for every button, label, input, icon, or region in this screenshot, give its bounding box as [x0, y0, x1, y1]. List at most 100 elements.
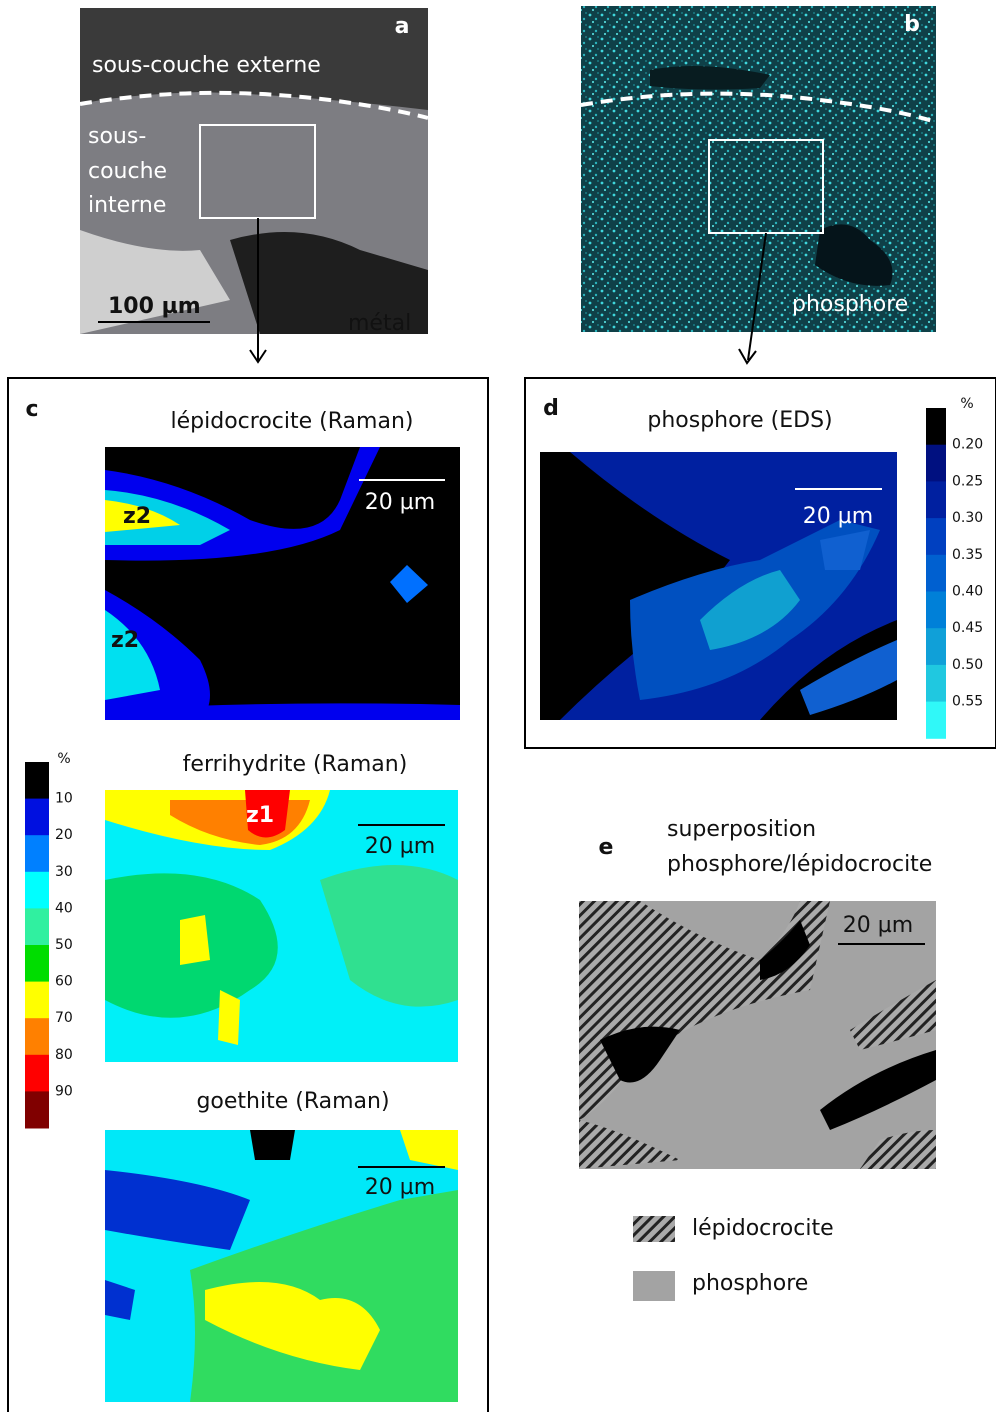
colorbar-tick-label: 0.30: [952, 510, 983, 526]
colorbar-tick-label: 70: [55, 1010, 73, 1026]
map-title: phosphore (EDS): [647, 408, 832, 433]
colorbar-unit: %: [57, 751, 70, 767]
contour: [245, 790, 290, 838]
panel-letter: e: [599, 835, 614, 860]
colorbar-segment: [25, 945, 49, 983]
map-title: ferrihydrite (Raman): [183, 752, 408, 777]
metal-area: [80, 230, 230, 334]
contour: [105, 1280, 135, 1320]
colorbar-tick-label: 0.45: [952, 620, 983, 636]
gap-area: [760, 920, 936, 1130]
outer-layer-area: [80, 8, 428, 110]
dark-area: [230, 232, 428, 334]
colorbar-segment: [25, 762, 49, 800]
colorbar-segment: [926, 408, 946, 446]
panel-d: d phosphore (EDS) 20 µm 0.20 0.25 0.30 0.35…: [524, 377, 996, 749]
frame: [524, 377, 996, 749]
colorbar-segment: [25, 798, 49, 836]
colorbar: 10 20 30 40 50 60 70 80 90: [25, 762, 73, 1129]
contour: [105, 610, 160, 700]
colorbar-tick-label: 60: [55, 974, 73, 990]
colorbar-segment: [25, 981, 49, 1019]
colorbar-tick-label: 40: [55, 900, 73, 916]
interface-line: [580, 91, 937, 124]
label: couche: [88, 159, 167, 184]
colorbar-tick-label: 0.25: [952, 473, 983, 489]
colorbar-segment: [25, 1018, 49, 1056]
dark-area: [815, 224, 893, 286]
contour: [800, 530, 897, 715]
contour: [320, 865, 458, 1007]
map-title: goethite (Raman): [196, 1089, 389, 1114]
lepidocrocite-area: [579, 980, 936, 1169]
arrow: [249, 218, 267, 364]
label: phosphore: [792, 292, 908, 317]
scale-label: 20 µm: [803, 504, 873, 529]
colorbar-segment: [926, 628, 946, 666]
colorbar-segment: [926, 554, 946, 592]
frame: [7, 377, 489, 1412]
contour: [105, 490, 230, 545]
scale-label: 20 µm: [365, 1175, 435, 1200]
contour: [205, 1282, 380, 1370]
colorbar-tick-label: 0.20: [952, 437, 983, 453]
colorbar-segment: [25, 1054, 49, 1092]
title: phosphore/lépidocrocite: [667, 852, 932, 877]
colorbar-tick-label: 0.50: [952, 657, 983, 673]
panel-b: b phosphore: [580, 6, 937, 365]
contour: [105, 1170, 250, 1250]
label: interne: [88, 193, 166, 218]
panel-c: c lépidocrocite (Raman) 20 µm z2 z2 ferr…: [7, 377, 489, 1412]
scale-label: 20 µm: [843, 913, 913, 938]
scale-label: 20 µm: [365, 834, 435, 859]
dark-area: [650, 66, 770, 90]
zone-label: z1: [246, 803, 274, 828]
colorbar-tick-label: 0.40: [952, 584, 983, 600]
label: sous-: [88, 124, 146, 149]
panel-e: e superposition phosphore/lépidocrocite …: [579, 817, 936, 1301]
colorbar: 0.20 0.25 0.30 0.35 0.40 0.45 0.50 0.55: [926, 408, 983, 739]
colorbar-segment: [926, 481, 946, 519]
map-title: lépidocrocite (Raman): [171, 409, 414, 434]
colorbar-tick-label: 0.35: [952, 547, 983, 563]
colorbar-segment: [926, 518, 946, 556]
contour: [400, 1130, 458, 1170]
zone-label: z2: [111, 628, 139, 653]
title: superposition: [667, 817, 816, 842]
arrow: [738, 232, 767, 365]
scale-label: 20 µm: [365, 490, 435, 515]
gap-area: [600, 1026, 680, 1083]
contour: [390, 565, 428, 603]
contour: [700, 570, 800, 650]
colorbar-tick-label: 0.55: [952, 694, 983, 710]
colorbar-unit: %: [960, 396, 973, 412]
panel-letter: b: [904, 12, 920, 37]
panel-a: a sous-couche externe sous- couche inter…: [79, 8, 429, 364]
colorbar-tick-label: 30: [55, 864, 73, 880]
contour: [105, 500, 180, 532]
contour: [190, 1190, 458, 1402]
colorbar-segment: [25, 1091, 49, 1129]
label: sous-couche externe: [92, 53, 321, 78]
colorbar-tick-label: 80: [55, 1047, 73, 1063]
label: métal: [348, 311, 411, 336]
colorbar-tick-label: 90: [55, 1083, 73, 1099]
colorbar-tick-label: 20: [55, 827, 73, 843]
colorbar-tick-label: 50: [55, 937, 73, 953]
colorbar-segment: [926, 701, 946, 739]
panel-letter: c: [25, 397, 38, 422]
colorbar-segment: [25, 908, 49, 946]
contour: [180, 915, 240, 1045]
zone-label: z2: [123, 504, 151, 529]
contour: [250, 1130, 295, 1160]
scale-label: 100 µm: [108, 294, 201, 319]
interface-line: [79, 90, 429, 120]
legend-label: phosphore: [692, 1271, 808, 1296]
colorbar-tick-label: 10: [55, 791, 73, 807]
colorbar-segment: [25, 871, 49, 909]
colorbar-segment: [926, 591, 946, 629]
colorbar-segment: [25, 835, 49, 873]
legend-swatch: [633, 1216, 675, 1242]
colorbar-segment: [926, 664, 946, 703]
